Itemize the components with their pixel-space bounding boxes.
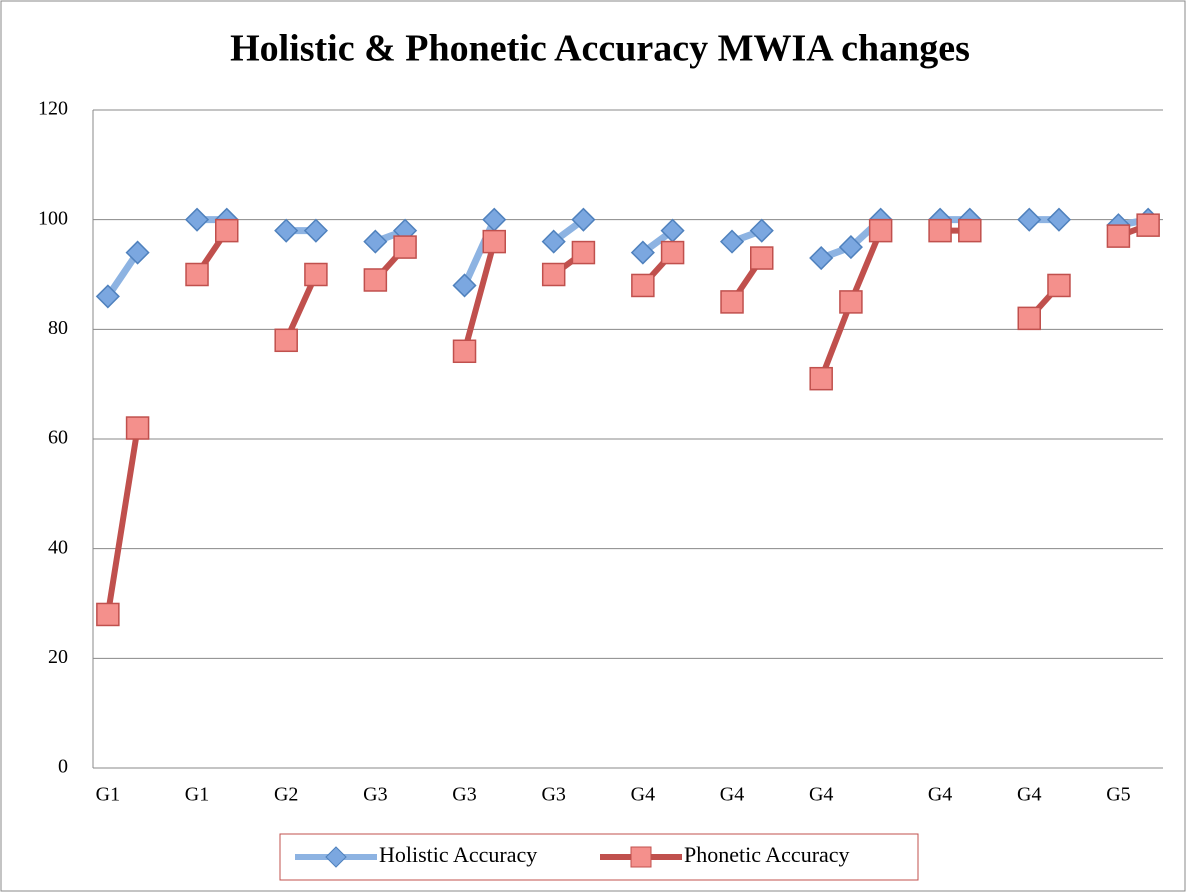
data-point	[1136, 213, 1160, 237]
data-point	[482, 229, 506, 254]
x-tick-label: G4	[720, 784, 744, 806]
y-tick-label: 120	[38, 98, 68, 120]
data-point	[363, 229, 388, 254]
legend-label: Holistic Accuracy	[379, 842, 537, 867]
x-tick-label: G1	[185, 784, 209, 806]
data-point	[541, 262, 566, 287]
data-point	[452, 339, 477, 364]
data-point	[215, 218, 239, 243]
data-point	[363, 268, 388, 292]
data-point	[809, 366, 833, 391]
x-tick-label: G4	[809, 784, 833, 806]
data-point	[838, 235, 863, 260]
data-point	[303, 218, 328, 243]
data-point	[541, 229, 566, 254]
legend-marker	[325, 846, 347, 868]
x-tick-label: G4	[928, 784, 952, 806]
data-point	[839, 290, 863, 314]
data-point	[125, 416, 150, 440]
data-point	[1046, 207, 1072, 232]
data-point	[630, 240, 655, 265]
x-tick-label: G3	[452, 784, 476, 806]
x-tick-label: G3	[541, 784, 565, 806]
data-point	[868, 218, 893, 243]
data-point	[184, 207, 210, 232]
legend-box	[279, 833, 919, 881]
data-point	[274, 218, 299, 243]
y-tick-label: 80	[48, 317, 68, 339]
x-tick-label: G3	[363, 784, 387, 806]
y-tick-label: 60	[48, 427, 68, 449]
y-tick-label: 40	[48, 536, 68, 558]
data-point	[749, 218, 774, 243]
data-point	[1106, 224, 1131, 248]
legend-label: Phonetic Accuracy	[684, 842, 850, 867]
data-point	[809, 245, 834, 271]
data-point	[571, 207, 596, 232]
data-point	[393, 235, 417, 259]
x-tick-label: G4	[1017, 784, 1041, 806]
x-tick-label: G2	[274, 784, 298, 806]
data-point	[304, 262, 328, 287]
data-point	[571, 240, 596, 265]
x-tick-label: G5	[1106, 784, 1130, 806]
y-tick-label: 100	[38, 207, 68, 229]
data-point	[928, 218, 952, 243]
data-point	[719, 229, 745, 254]
data-point	[185, 262, 209, 287]
x-tick-label: G1	[96, 784, 120, 806]
data-point	[274, 328, 298, 353]
data-point	[720, 290, 744, 314]
y-tick-label: 20	[48, 646, 68, 668]
data-point	[1017, 306, 1041, 331]
chart-title: Holistic & Phonetic Accuracy MWIA change…	[230, 28, 970, 70]
data-point	[750, 246, 774, 270]
data-point	[96, 602, 120, 627]
data-point	[1017, 207, 1042, 232]
y-tick-label: 0	[58, 756, 68, 778]
data-point	[1047, 273, 1071, 298]
data-point	[631, 273, 655, 298]
data-point	[660, 240, 685, 265]
legend-marker	[630, 846, 652, 868]
data-point	[95, 284, 120, 309]
data-point	[125, 240, 150, 265]
x-tick-label: G4	[631, 784, 655, 806]
data-point	[452, 273, 477, 298]
data-point	[958, 218, 982, 243]
